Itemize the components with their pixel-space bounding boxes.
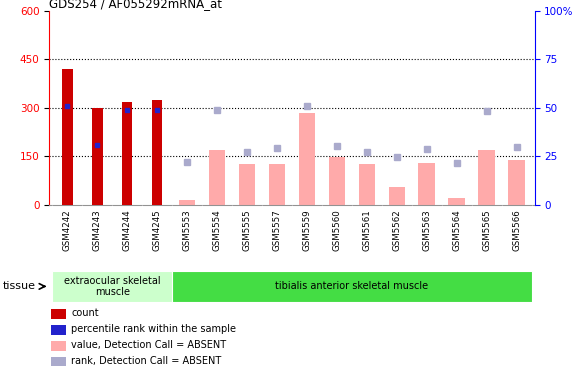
Text: value, Detection Call = ABSENT: value, Detection Call = ABSENT <box>71 340 227 350</box>
Bar <box>172 271 532 302</box>
Text: GSM4243: GSM4243 <box>93 210 102 251</box>
Bar <box>51 341 66 351</box>
Text: GSM4242: GSM4242 <box>63 210 72 251</box>
Text: GDS254 / AF055292mRNA_at: GDS254 / AF055292mRNA_at <box>49 0 223 10</box>
Text: percentile rank within the sample: percentile rank within the sample <box>71 324 236 334</box>
Text: tibialis anterior skeletal muscle: tibialis anterior skeletal muscle <box>275 281 428 291</box>
Bar <box>478 150 495 205</box>
Text: extraocular skeletal
muscle: extraocular skeletal muscle <box>64 276 160 297</box>
Bar <box>51 309 66 319</box>
Text: GSM5562: GSM5562 <box>392 210 401 251</box>
Text: rank, Detection Call = ABSENT: rank, Detection Call = ABSENT <box>71 356 222 366</box>
Text: GSM5565: GSM5565 <box>482 210 491 251</box>
Bar <box>179 200 195 205</box>
Text: GSM4245: GSM4245 <box>153 210 162 251</box>
Text: GSM5553: GSM5553 <box>182 210 192 251</box>
Bar <box>508 160 525 205</box>
Bar <box>92 108 102 205</box>
Bar <box>269 164 285 205</box>
Text: GSM5555: GSM5555 <box>242 210 252 251</box>
Bar <box>299 113 315 205</box>
Bar <box>52 271 172 302</box>
Text: GSM5557: GSM5557 <box>272 210 281 251</box>
Bar <box>62 69 73 205</box>
Bar <box>389 187 405 205</box>
Text: GSM5566: GSM5566 <box>512 210 521 251</box>
Bar <box>329 157 345 205</box>
Bar <box>449 198 465 205</box>
Text: GSM5554: GSM5554 <box>213 210 221 251</box>
Bar <box>239 164 255 205</box>
Text: count: count <box>71 308 99 318</box>
Text: GSM5560: GSM5560 <box>332 210 342 251</box>
Bar <box>122 101 132 205</box>
Bar <box>152 100 163 205</box>
Text: GSM5563: GSM5563 <box>422 210 431 251</box>
Bar <box>51 357 66 366</box>
Text: GSM4244: GSM4244 <box>123 210 132 251</box>
Text: GSM5559: GSM5559 <box>303 210 311 251</box>
Text: GSM5561: GSM5561 <box>363 210 371 251</box>
Bar <box>358 164 375 205</box>
Text: tissue: tissue <box>3 281 36 291</box>
Bar <box>51 325 66 335</box>
Bar <box>209 150 225 205</box>
Bar <box>418 163 435 205</box>
Text: GSM5564: GSM5564 <box>452 210 461 251</box>
